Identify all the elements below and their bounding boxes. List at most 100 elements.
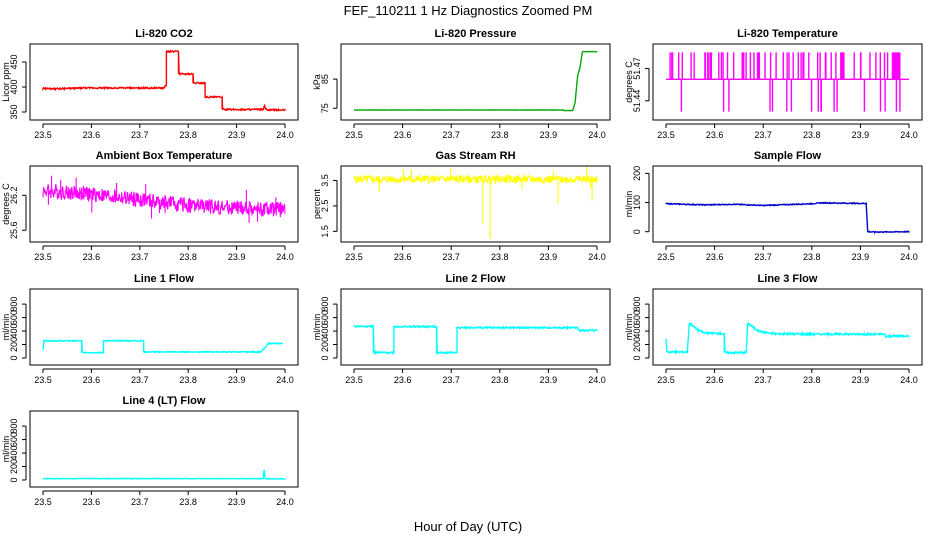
plot-frame	[652, 43, 923, 121]
x-axis: 23.5 23.6 23.7 23.8 23.9 24.0	[657, 123, 918, 140]
y-tick-label: 400	[632, 324, 642, 339]
y-axis-label: ml/min	[624, 314, 634, 341]
y-tick-label: 0	[9, 355, 19, 360]
series-spikes	[666, 52, 909, 112]
y-axis: 350 400 450	[9, 54, 27, 120]
panel-title: Gas Stream RH	[435, 150, 515, 162]
x-tick-label: 23.9	[228, 130, 246, 140]
x-tick-label: 23.9	[852, 130, 870, 140]
panel-title: Li-820 Temperature	[737, 28, 838, 40]
y-axis-label: ml/min	[1, 436, 11, 463]
series-line	[42, 338, 284, 355]
x-axis: 23.5 23.6 23.7 23.8 23.9 24.0	[34, 245, 294, 262]
panel-10: Line 4 (LT) Flow 23.5 23.6 23.7 23.8 23.9 24.0…	[1, 395, 299, 507]
y-axis: 25.6 26.2	[9, 186, 27, 239]
plot-frame	[652, 288, 923, 366]
x-tick-label: 23.5	[34, 375, 52, 385]
plot-frame	[29, 43, 299, 121]
panel-title: Li-820 Pressure	[435, 28, 517, 40]
x-tick-label: 23.7	[442, 130, 460, 140]
x-tick-label: 23.5	[657, 130, 675, 140]
x-tick-label: 23.9	[852, 252, 870, 262]
x-tick-label: 24.0	[588, 252, 606, 262]
x-tick-label: 24.0	[900, 130, 918, 140]
plot-frame	[29, 288, 299, 366]
y-axis-label: kPa	[312, 74, 322, 90]
panel-title: Line 3 Flow	[758, 273, 818, 285]
series-group	[42, 469, 286, 481]
panels-group: Li-820 CO2 23.5 23.6 23.7 23.8 23.9 24.0 350 400…	[1, 28, 923, 507]
series-line	[354, 50, 598, 112]
x-tick-label: 23.6	[706, 375, 724, 385]
x-tick-label: 24.0	[900, 252, 918, 262]
y-tick-label: 800	[320, 297, 330, 312]
panel-title: Li-820 CO2	[135, 28, 192, 40]
y-tick-label: 51.44	[632, 90, 642, 113]
x-axis: 23.5 23.6 23.7 23.8 23.9 24.0	[345, 245, 606, 262]
y-tick-label: 85	[320, 74, 330, 84]
x-tick-label: 23.7	[131, 130, 149, 140]
x-tick-label: 23.7	[442, 252, 460, 262]
x-tick-label: 23.5	[34, 130, 52, 140]
y-axis: 1.5 2.5 3.5	[320, 174, 338, 238]
series-line	[665, 321, 910, 355]
x-tick-label: 23.6	[83, 252, 101, 262]
y-tick-label: 200	[320, 337, 330, 352]
y-tick-label: 600	[9, 432, 19, 447]
x-tick-label: 23.7	[131, 252, 149, 262]
y-tick-label: 400	[320, 324, 330, 339]
plot-frame	[340, 288, 611, 366]
y-tick-label: 800	[9, 419, 19, 434]
x-tick-label: 23.6	[706, 130, 724, 140]
x-tick-label: 23.6	[83, 375, 101, 385]
x-tick-label: 23.8	[179, 497, 197, 507]
series-band	[353, 166, 598, 239]
x-tick-label: 23.8	[803, 130, 821, 140]
series-line	[665, 201, 910, 235]
y-tick-label: 450	[9, 54, 19, 69]
x-tick-label: 23.9	[540, 375, 558, 385]
series-group	[354, 50, 598, 112]
plot-frame	[340, 43, 611, 121]
panel-2: Li-820 Pressure 23.5 23.6 23.7 23.8 23.9 24.0 7…	[312, 28, 611, 140]
x-tick-label: 23.5	[345, 252, 363, 262]
series-line	[353, 324, 598, 356]
x-tick-label: 23.8	[491, 130, 509, 140]
panel-6: Sample Flow 23.5 23.6 23.7 23.8 23.9 24.0 0 100 2…	[624, 150, 923, 262]
panel-9: Line 3 Flow 23.5 23.6 23.7 23.8 23.9 24.0 0 2004…	[624, 273, 923, 385]
y-tick-label: 600	[632, 310, 642, 325]
plot-frame	[652, 165, 923, 243]
y-tick-label: 200	[632, 166, 642, 181]
x-tick-label: 23.5	[34, 497, 52, 507]
x-tick-label: 23.9	[228, 375, 246, 385]
x-tick-label: 24.0	[588, 130, 606, 140]
x-tick-label: 23.7	[754, 130, 772, 140]
series-group	[42, 338, 284, 355]
panel-title: Line 4 (LT) Flow	[123, 395, 206, 407]
panel-title: Line 1 Flow	[134, 273, 194, 285]
plot-frame	[29, 165, 299, 243]
figure-title: FEF_110211 1 Hz Diagnostics Zoomed PM	[344, 3, 593, 18]
y-axis-label: ml/min	[312, 314, 322, 341]
x-tick-label: 23.8	[179, 130, 197, 140]
y-tick-label: 3.5	[320, 174, 330, 187]
x-tick-label: 23.6	[394, 252, 412, 262]
y-axis-label: degrees C	[624, 61, 634, 103]
panel-title: Ambient Box Temperature	[96, 150, 233, 162]
x-tick-label: 23.6	[83, 130, 101, 140]
x-axis: 23.5 23.6 23.7 23.8 23.9 24.0	[34, 123, 294, 140]
x-tick-label: 23.8	[491, 375, 509, 385]
plot-frame	[340, 165, 611, 243]
y-tick-label: 400	[9, 446, 19, 461]
y-tick-label: 350	[9, 104, 19, 119]
y-tick-label: 600	[320, 310, 330, 325]
series-group	[42, 175, 286, 223]
x-tick-label: 23.8	[179, 252, 197, 262]
figure-xlabel: Hour of Day (UTC)	[414, 519, 522, 534]
x-tick-label: 23.5	[657, 252, 675, 262]
